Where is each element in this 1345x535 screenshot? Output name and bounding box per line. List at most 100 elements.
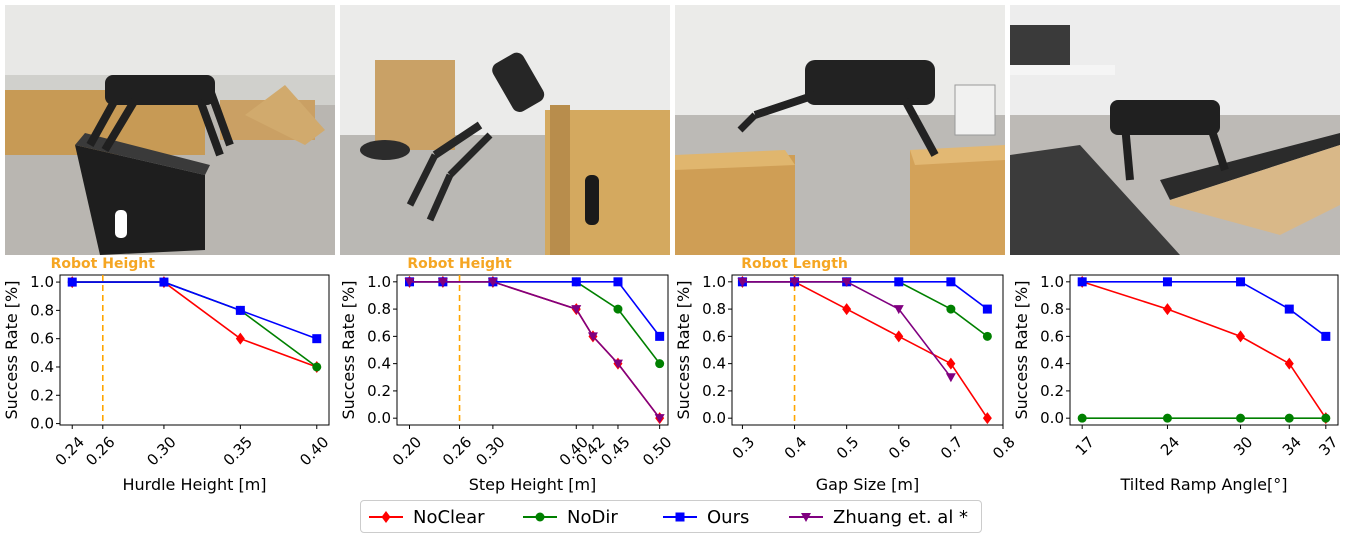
y-tick-label: 0.6 xyxy=(30,330,54,348)
y-axis-label: Success Rate [%] xyxy=(2,281,21,420)
legend-item-zhuang-et-al: Zhuang et. al * xyxy=(789,507,968,528)
gap-boxes-scene xyxy=(675,5,1005,255)
reference-line-label: Robot Height xyxy=(407,256,512,272)
series-line-nodir xyxy=(409,280,661,365)
data-point-noclear xyxy=(1284,357,1294,370)
data-point-noclear xyxy=(1162,303,1172,316)
data-point-noclear xyxy=(842,303,852,316)
data-point-ours xyxy=(159,277,169,287)
legend: NoClear NoDir Ours Zhuang et. al * xyxy=(360,500,982,533)
x-tick-label: 0.3 xyxy=(729,433,759,463)
y-tick-label: 0.2 xyxy=(1040,382,1064,400)
series-nodir xyxy=(1077,413,1331,423)
y-tick-label: 0.8 xyxy=(30,301,54,319)
data-point-noclear xyxy=(982,412,992,425)
y-tick-label: 0.0 xyxy=(702,409,726,427)
y-tick-label: 0.6 xyxy=(1040,327,1064,345)
legend-item-nodir: NoDir xyxy=(523,507,618,528)
data-point-zhuang-et-al xyxy=(893,305,904,315)
legend-marker-zhuang-et-al xyxy=(801,513,811,522)
data-point-zhuang-et-al xyxy=(789,277,800,287)
series-ours xyxy=(405,277,665,341)
legend-items: NoClear NoDir Ours Zhuang et. al * xyxy=(369,507,968,528)
y-tick-label: 0.4 xyxy=(1040,355,1064,373)
data-point-ours xyxy=(1321,331,1331,341)
data-point-zhuang-et-al xyxy=(612,359,623,369)
legend-label: NoDir xyxy=(567,507,618,528)
plot-frame xyxy=(59,274,330,426)
data-point-ours xyxy=(613,277,623,287)
y-tick-label: 1.0 xyxy=(30,273,54,291)
x-tick-label: 0.30 xyxy=(472,433,508,469)
data-point-nodir xyxy=(946,304,956,314)
legend-marker-noclear xyxy=(381,511,391,523)
x-tick-label: 0.45 xyxy=(597,433,633,469)
x-tick-label: 0.20 xyxy=(389,433,425,469)
tilted-ramp-scene xyxy=(1010,5,1340,255)
photo-ramp xyxy=(1010,5,1340,255)
x-tick-label: 0.5 xyxy=(833,433,863,463)
data-point-ours xyxy=(1236,277,1246,287)
x-tick-label: 0.35 xyxy=(220,433,256,469)
chart-gap-size: 0.0 0.2 0.4 0.6 0.8 1.0 0.3 0.4 0.5 0.6 0.7 0.8 Gap … xyxy=(674,256,1019,494)
legend-label: Ours xyxy=(707,507,749,528)
x-axis-label: Tilted Ramp Angle[°] xyxy=(1120,475,1288,494)
series-line-zhuang-et-al xyxy=(742,280,952,378)
x-tick-label: 0.24 xyxy=(52,433,88,469)
data-point-zhuang-et-al xyxy=(437,277,448,287)
series-noclear xyxy=(1077,275,1331,425)
data-point-zhuang-et-al xyxy=(587,332,598,342)
y-tick-label: 0.8 xyxy=(702,300,726,318)
data-point-nodir xyxy=(655,359,665,369)
y-axis-label: Success Rate [%] xyxy=(339,281,358,420)
data-point-noclear xyxy=(235,332,245,345)
data-point-zhuang-et-al xyxy=(945,373,956,383)
series-zhuang-et-al xyxy=(404,277,665,424)
data-point-nodir xyxy=(1236,413,1246,423)
data-point-ours xyxy=(946,277,956,287)
data-point-ours xyxy=(655,331,665,341)
data-point-nodir xyxy=(1077,413,1087,423)
data-point-zhuang-et-al xyxy=(487,277,498,287)
y-tick-label: 0.0 xyxy=(367,409,391,427)
series-noclear xyxy=(405,275,665,425)
series-noclear xyxy=(67,276,322,373)
step-box-scene xyxy=(340,5,670,255)
x-tick-label: 0.40 xyxy=(296,433,332,469)
x-tick-label: 0.6 xyxy=(885,433,915,463)
series-ours xyxy=(67,277,322,344)
legend-marker-nodir xyxy=(535,512,545,522)
y-tick-label: 1.0 xyxy=(702,273,726,291)
data-point-zhuang-et-al xyxy=(404,277,415,287)
y-tick-label: 0.4 xyxy=(367,355,391,373)
x-tick-label: 0.30 xyxy=(143,433,179,469)
data-point-noclear xyxy=(1236,330,1246,343)
y-tick-label: 0.2 xyxy=(30,386,54,404)
x-axis-label: Hurdle Height [m] xyxy=(122,475,266,494)
y-tick-label: 0.2 xyxy=(367,382,391,400)
x-tick-label: 30 xyxy=(1230,433,1256,459)
y-tick-label: 1.0 xyxy=(367,273,391,291)
photo-step xyxy=(340,5,670,255)
x-tick-label: 0.50 xyxy=(639,433,675,469)
series-line-zhuang-et-al xyxy=(409,280,661,419)
y-tick-label: 0.2 xyxy=(702,382,726,400)
series-line-noclear xyxy=(742,280,989,419)
x-axis-label: Gap Size [m] xyxy=(816,475,919,494)
data-point-ours xyxy=(312,334,322,344)
data-point-zhuang-et-al xyxy=(737,277,748,287)
data-point-nodir xyxy=(1321,413,1331,423)
data-point-zhuang-et-al xyxy=(571,305,582,315)
hurdle-box-scene xyxy=(5,5,335,255)
data-point-ours xyxy=(571,277,581,287)
photo-gap xyxy=(675,5,1005,255)
x-tick-label: 17 xyxy=(1072,433,1098,459)
charts-area: 0.0 0.2 0.4 0.6 0.8 1.0 0.240.26 0.30 0.35 0.40 Hu… xyxy=(2,256,1342,494)
y-axis-label: Success Rate [%] xyxy=(1012,281,1031,420)
y-tick-label: 0.4 xyxy=(702,355,726,373)
series-nodir xyxy=(737,277,992,341)
x-tick-label: 0.4 xyxy=(781,433,811,463)
chart-hurdle-height: 0.0 0.2 0.4 0.6 0.8 1.0 0.240.26 0.30 0.35 0.40 Hu… xyxy=(2,256,333,494)
x-tick-label: 0.26 xyxy=(82,433,118,469)
y-tick-label: 1.0 xyxy=(1040,273,1064,291)
